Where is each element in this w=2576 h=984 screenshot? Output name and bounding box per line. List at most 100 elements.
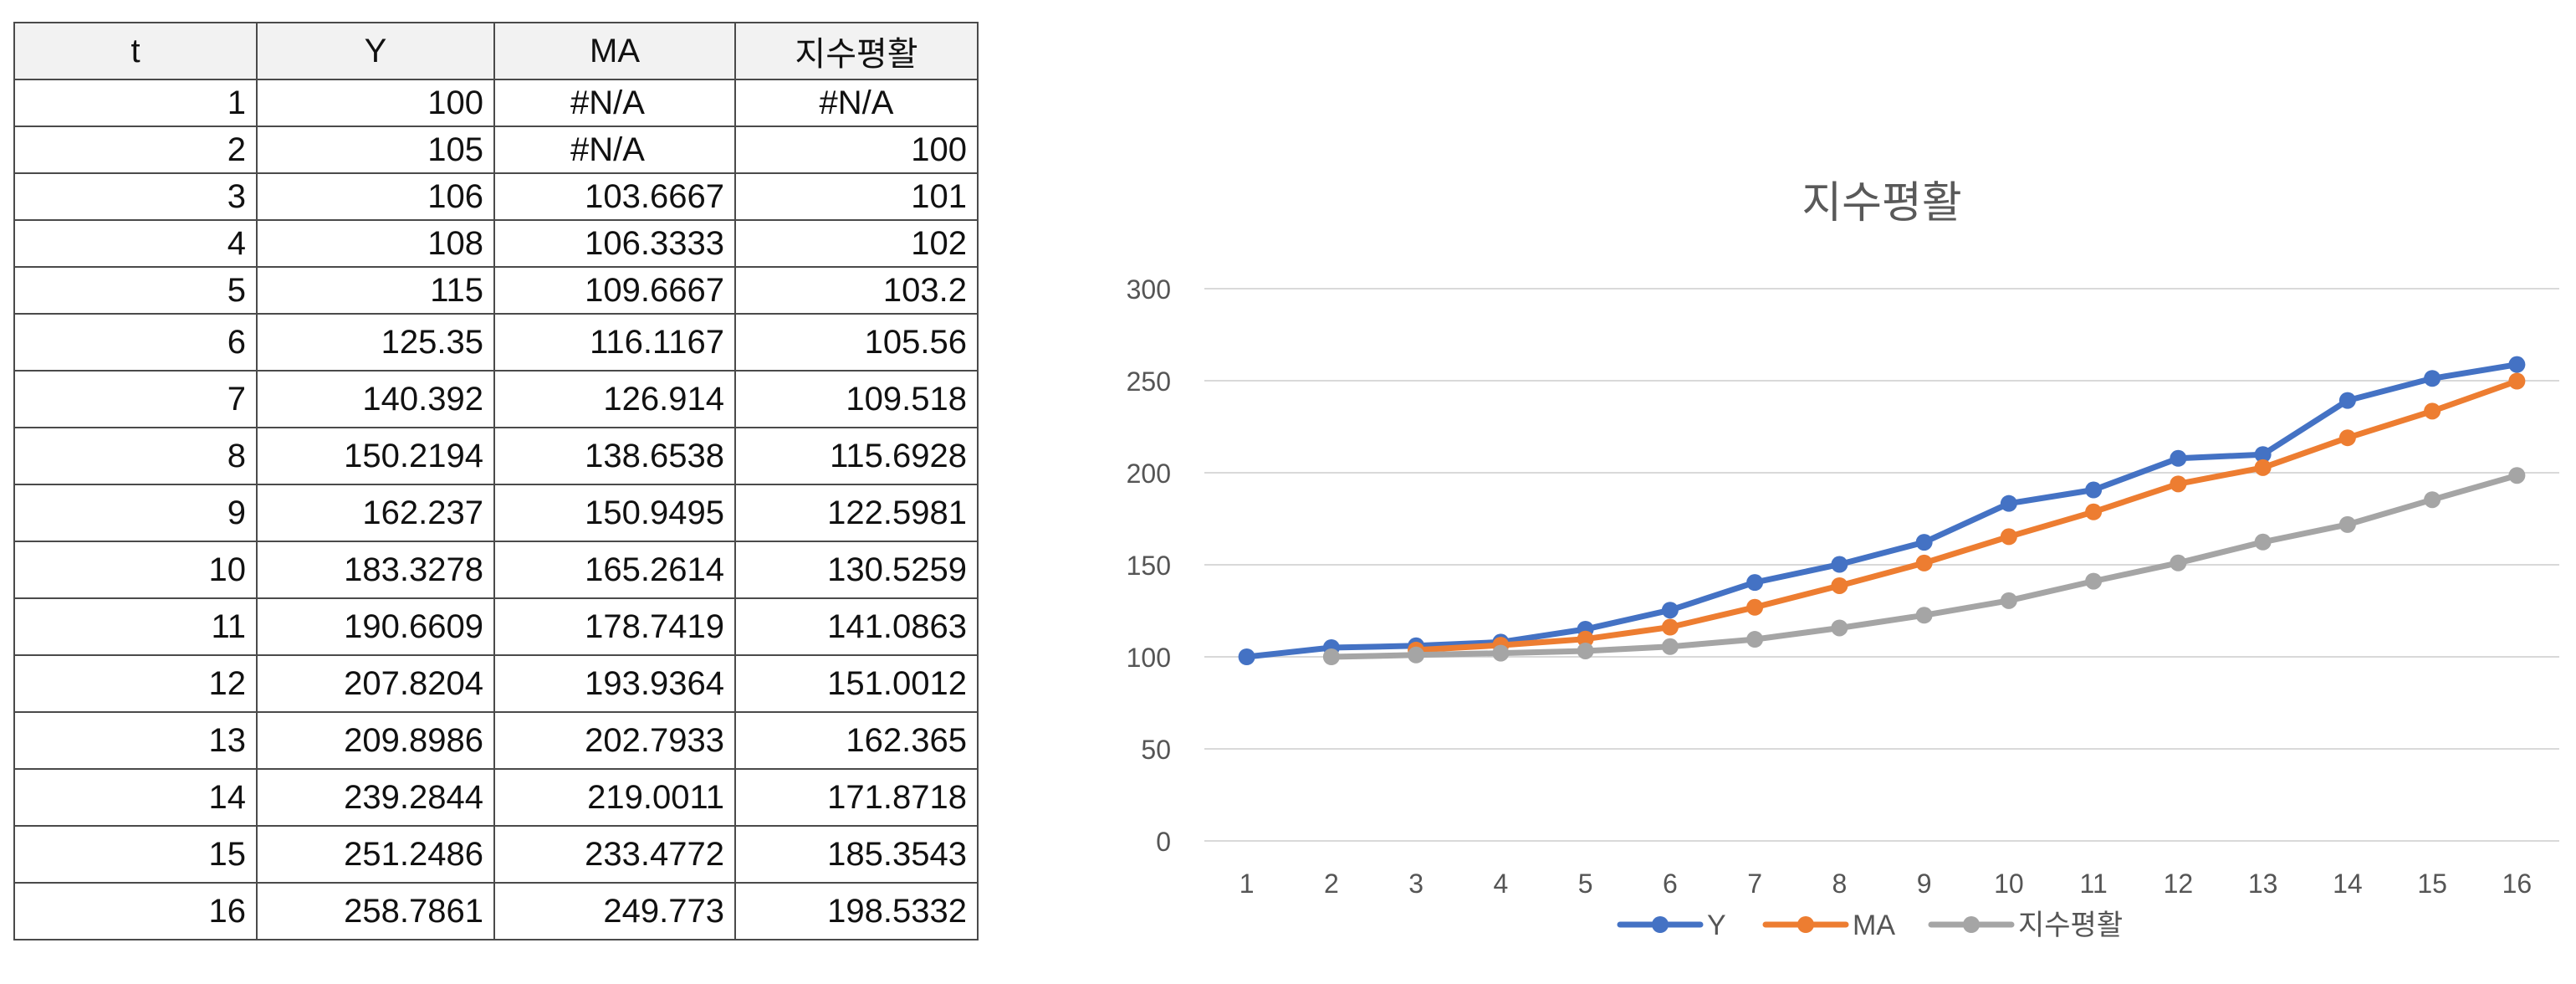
table-cell: 209.8986 bbox=[256, 711, 495, 770]
table-cell: 101 bbox=[734, 172, 979, 221]
table-row: 8 150.2194 138.6538 115.6928 bbox=[13, 427, 979, 485]
data-point bbox=[2508, 356, 2526, 373]
table-cell: 183.3278 bbox=[256, 541, 495, 599]
data-point bbox=[1915, 607, 1933, 624]
data-point bbox=[1661, 638, 1679, 655]
legend-label: MA bbox=[1853, 910, 1895, 941]
data-point bbox=[2424, 402, 2441, 420]
table-cell: #N/A bbox=[734, 79, 979, 127]
data-point bbox=[2000, 528, 2017, 546]
table-cell: 4 bbox=[13, 219, 258, 268]
y-tick-label: 300 bbox=[1127, 274, 1171, 305]
x-tick-label: 2 bbox=[1324, 869, 1339, 899]
table-cell: 162.365 bbox=[734, 711, 979, 770]
data-point bbox=[1915, 554, 1933, 571]
table-cell: 100 bbox=[256, 79, 495, 127]
y-tick-label: 100 bbox=[1127, 643, 1171, 673]
table-row: 7 140.392 126.914 109.518 bbox=[13, 370, 979, 428]
table-cell: #N/A bbox=[493, 79, 736, 127]
table-row: 5 115 109.6667 103.2 bbox=[13, 266, 979, 315]
table-header-row: t Y MA 지수평활 bbox=[13, 22, 979, 80]
legend-swatch-marker bbox=[1652, 916, 1669, 933]
data-point bbox=[1831, 619, 1848, 637]
table-row: 2 105 #N/A 100 bbox=[13, 126, 979, 174]
table-cell: 13 bbox=[13, 711, 258, 770]
table-cell: 233.4772 bbox=[493, 825, 736, 884]
table-body: 1 100 #N/A #N/A 2 105 #N/A 100 3 106 103.6667 101 4 1… bbox=[13, 79, 979, 940]
data-point bbox=[2170, 554, 2187, 571]
x-tick-label: 7 bbox=[1747, 869, 1762, 899]
table-cell: 258.7861 bbox=[256, 882, 495, 940]
table-cell: 116.1167 bbox=[493, 313, 736, 372]
legend-item: MA bbox=[1762, 910, 1895, 941]
x-tick-label: 12 bbox=[2164, 869, 2194, 899]
table-cell: 198.5332 bbox=[734, 882, 979, 940]
table-cell: 15 bbox=[13, 825, 258, 884]
table-cell: 102 bbox=[734, 219, 979, 268]
table-header-cell: t bbox=[13, 22, 258, 80]
data-point bbox=[2085, 481, 2103, 499]
y-tick-label: 150 bbox=[1127, 551, 1171, 581]
table-cell: 140.392 bbox=[256, 370, 495, 428]
data-point bbox=[1661, 618, 1679, 636]
table-cell: 16 bbox=[13, 882, 258, 940]
table-cell: 150.9495 bbox=[493, 484, 736, 542]
legend-label: Y bbox=[1707, 910, 1726, 941]
y-tick-label: 200 bbox=[1127, 459, 1171, 489]
table-cell: 138.6538 bbox=[493, 427, 736, 485]
table-cell: 3 bbox=[13, 172, 258, 221]
table-cell: 108 bbox=[256, 219, 495, 268]
x-tick-label: 1 bbox=[1239, 869, 1255, 899]
data-point bbox=[1577, 630, 1594, 648]
data-point bbox=[2085, 572, 2103, 590]
table-cell: 7 bbox=[13, 370, 258, 428]
table-cell: 162.237 bbox=[256, 484, 495, 542]
table-cell: 2 bbox=[13, 126, 258, 174]
data-point bbox=[2254, 459, 2272, 476]
table-cell: 193.9364 bbox=[493, 654, 736, 713]
data-point bbox=[2338, 392, 2356, 409]
x-tick-label: 10 bbox=[1994, 869, 2024, 899]
data-point bbox=[2170, 475, 2187, 493]
data-point bbox=[1322, 648, 1340, 665]
data-point bbox=[1492, 644, 1510, 662]
data-point bbox=[2085, 503, 2103, 520]
table-header-cell: 지수평활 bbox=[734, 22, 979, 80]
legend-label: 지수평활 bbox=[2018, 910, 2123, 941]
data-point bbox=[1831, 577, 1848, 594]
table-row: 3 106 103.6667 101 bbox=[13, 172, 979, 221]
table-cell: 171.8718 bbox=[734, 768, 979, 827]
data-point bbox=[1238, 648, 1255, 665]
table-cell: 11 bbox=[13, 597, 258, 656]
x-tick-label: 13 bbox=[2248, 869, 2278, 899]
table-cell: 185.3543 bbox=[734, 825, 979, 884]
table-cell: 103.2 bbox=[734, 266, 979, 315]
table-cell: 106 bbox=[256, 172, 495, 221]
table-cell: 130.5259 bbox=[734, 541, 979, 599]
table-cell: 14 bbox=[13, 768, 258, 827]
table-cell: 105 bbox=[256, 126, 495, 174]
table-cell: 103.6667 bbox=[493, 172, 736, 221]
x-tick-label: 5 bbox=[1578, 869, 1593, 899]
x-tick-label: 9 bbox=[1917, 869, 1932, 899]
data-point bbox=[2170, 449, 2187, 467]
x-tick-label: 16 bbox=[2502, 869, 2533, 899]
table-cell: 109.518 bbox=[734, 370, 979, 428]
table-row: 12 207.8204 193.9364 151.0012 bbox=[13, 654, 979, 713]
table-cell: 9 bbox=[13, 484, 258, 542]
table-row: 15 251.2486 233.4772 185.3543 bbox=[13, 825, 979, 884]
legend-item: Y bbox=[1617, 910, 1726, 941]
table-cell: 100 bbox=[734, 126, 979, 174]
table-cell: 126.914 bbox=[493, 370, 736, 428]
x-tick-label: 8 bbox=[1832, 869, 1847, 899]
table-cell: 5 bbox=[13, 266, 258, 315]
data-point bbox=[1746, 598, 1764, 616]
table-cell: 141.0863 bbox=[734, 597, 979, 656]
data-point bbox=[2338, 515, 2356, 533]
data-point bbox=[2254, 446, 2272, 464]
table-cell: 165.2614 bbox=[493, 541, 736, 599]
x-tick-label: 6 bbox=[1663, 869, 1678, 899]
series-line bbox=[1413, 378, 2520, 653]
x-tick-label: 4 bbox=[1493, 869, 1508, 899]
table-cell: 239.2844 bbox=[256, 768, 495, 827]
